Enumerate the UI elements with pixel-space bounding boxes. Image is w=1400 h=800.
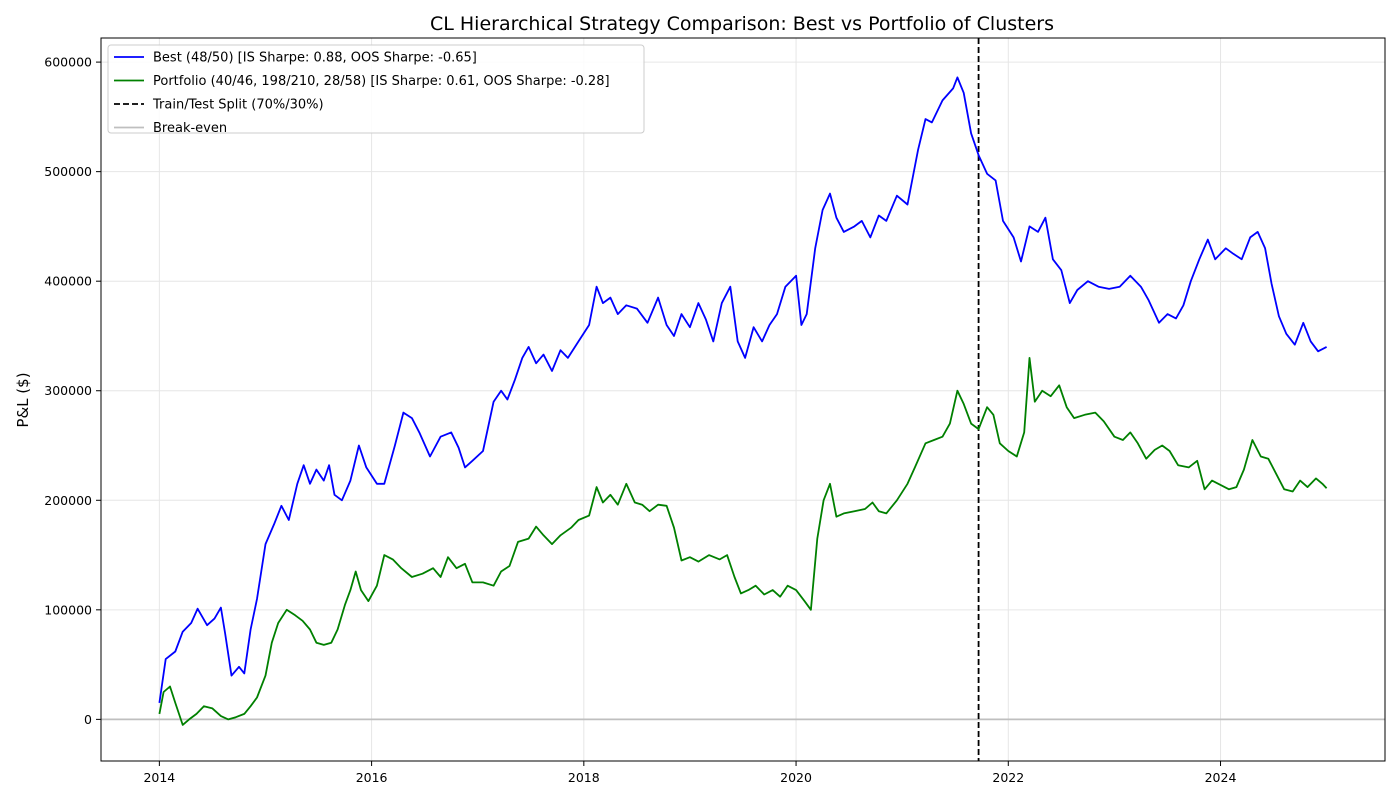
y-axis: 0 100000 200000 300000 400000 500000 600000 — [44, 55, 101, 727]
legend: Best (48/50) [IS Sharpe: 0.88, OOS Sharp… — [107, 44, 645, 136]
y-axis-label: P&L ($) — [14, 372, 32, 427]
series-line-best — [158, 76, 1328, 704]
y-tick-label: 200000 — [44, 493, 92, 508]
legend-box — [107, 44, 645, 134]
x-tick-label: 2014 — [143, 770, 175, 785]
plot-frame — [100, 37, 1386, 762]
x-tick-label: 2024 — [1205, 770, 1237, 785]
y-tick-label: 600000 — [44, 55, 92, 70]
x-tick-label: 2022 — [992, 770, 1024, 785]
legend-label: Best (48/50) [IS Sharpe: 0.88, OOS Sharp… — [153, 51, 477, 66]
legend-label: Break-even — [153, 121, 227, 136]
x-axis: 2014 2016 2018 2020 2022 2024 — [143, 761, 1236, 785]
legend-label: Train/Test Split (70%/30%) — [152, 98, 324, 113]
chart-title: CL Hierarchical Strategy Comparison: Bes… — [430, 13, 1054, 35]
series-layer — [158, 76, 1328, 726]
x-tick-label: 2016 — [356, 770, 388, 785]
grid — [101, 38, 1385, 761]
series-line-portfolio — [158, 357, 1328, 726]
x-tick-label: 2020 — [780, 770, 812, 785]
y-tick-label: 0 — [84, 712, 92, 727]
x-tick-label: 2018 — [568, 770, 600, 785]
y-tick-label: 100000 — [44, 602, 92, 617]
legend-label: Portfolio (40/46, 198/210, 28/58) [IS Sh… — [153, 74, 610, 89]
reference-lines — [101, 38, 1385, 761]
y-tick-label: 300000 — [44, 383, 92, 398]
y-tick-label: 400000 — [44, 274, 92, 289]
y-tick-label: 500000 — [44, 164, 92, 179]
